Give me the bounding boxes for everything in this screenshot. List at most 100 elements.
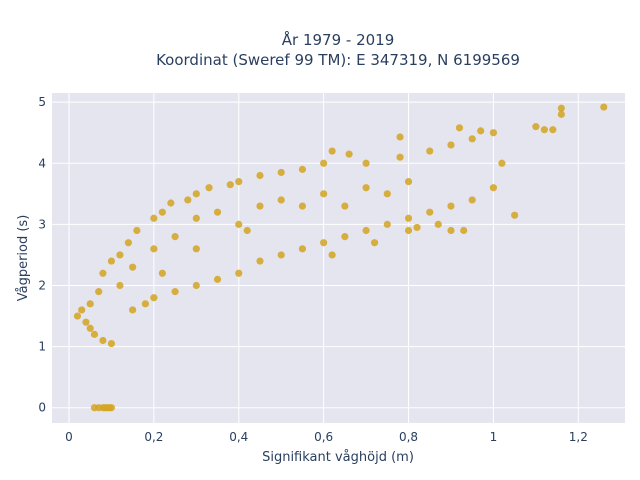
- data-point: [404, 214, 413, 222]
- data-points: [73, 103, 608, 412]
- data-point: [116, 251, 124, 259]
- data-point: [320, 239, 328, 247]
- chart-title-line-1: År 1979 - 2019: [282, 30, 395, 49]
- data-point: [426, 208, 434, 216]
- data-point: [150, 245, 158, 253]
- data-point: [277, 168, 285, 177]
- data-point: [489, 129, 498, 137]
- data-point: [434, 220, 442, 228]
- x-tick-label: 0,4: [229, 430, 248, 444]
- x-tick-label: 0,6: [314, 430, 333, 444]
- data-point: [320, 159, 328, 167]
- data-point: [90, 330, 99, 338]
- data-point: [192, 214, 200, 222]
- data-point: [129, 263, 137, 271]
- data-point: [460, 226, 468, 235]
- data-point: [298, 202, 307, 210]
- data-point: [171, 233, 179, 241]
- data-point: [107, 257, 116, 265]
- y-tick-label: 2: [38, 279, 46, 293]
- data-point: [116, 281, 124, 290]
- data-point: [213, 208, 222, 216]
- data-point: [328, 147, 336, 155]
- data-point: [404, 226, 413, 235]
- x-tick-labels: 0 0,2 0,4 0,6 0,8 1 1,2: [65, 430, 588, 444]
- y-tick-label: 4: [38, 156, 46, 170]
- chart-title-line-2: Koordinat (Sweref 99 TM): E 347319, N 61…: [156, 51, 520, 69]
- data-point: [235, 178, 243, 186]
- x-tick-label: 0,8: [399, 430, 418, 444]
- data-point: [235, 269, 243, 277]
- data-point: [557, 104, 565, 112]
- data-point: [99, 336, 107, 345]
- data-point: [396, 133, 404, 141]
- data-point: [468, 135, 476, 143]
- data-point: [455, 124, 464, 132]
- data-point: [256, 202, 264, 210]
- data-point: [150, 294, 158, 302]
- data-point: [205, 184, 213, 192]
- data-point: [383, 220, 391, 228]
- data-point: [328, 251, 336, 259]
- data-point: [298, 245, 307, 253]
- data-point: [243, 226, 251, 235]
- data-point: [511, 211, 519, 219]
- data-point: [600, 103, 608, 111]
- data-point: [468, 196, 476, 204]
- data-point: [362, 226, 370, 235]
- data-point: [82, 318, 90, 326]
- data-point: [107, 339, 116, 348]
- data-point: [396, 153, 404, 161]
- data-point: [192, 245, 200, 253]
- data-point: [532, 123, 540, 131]
- y-tick-labels: 0 1 2 3 4 5: [38, 95, 46, 415]
- x-tick-label: 1,2: [569, 430, 588, 444]
- y-tick-label: 5: [38, 95, 46, 109]
- data-point: [99, 269, 107, 277]
- data-point: [447, 226, 455, 235]
- data-point: [150, 214, 158, 222]
- data-point: [341, 202, 349, 210]
- data-point: [129, 306, 137, 314]
- y-tick-label: 0: [38, 401, 46, 415]
- data-point: [341, 233, 349, 241]
- data-point: [447, 141, 455, 149]
- grid-lines: [52, 93, 625, 423]
- data-point: [213, 275, 222, 283]
- data-point: [184, 196, 192, 204]
- data-point: [105, 404, 113, 412]
- data-point: [557, 110, 565, 118]
- data-point: [226, 181, 234, 189]
- y-tick-label: 1: [38, 340, 46, 354]
- data-point: [86, 324, 94, 332]
- data-point: [383, 190, 391, 198]
- data-point: [549, 126, 557, 134]
- data-point: [158, 208, 166, 216]
- data-point: [413, 223, 421, 232]
- data-point: [192, 190, 200, 198]
- x-tick-label: 0: [65, 430, 73, 444]
- data-point: [404, 178, 413, 186]
- data-point: [133, 226, 141, 235]
- x-tick-label: 0,2: [144, 430, 163, 444]
- data-point: [167, 199, 175, 207]
- data-point: [320, 190, 328, 198]
- data-point: [277, 196, 285, 204]
- data-point: [158, 269, 166, 277]
- data-point: [498, 159, 506, 167]
- data-point: [171, 288, 179, 296]
- data-point: [477, 127, 485, 135]
- data-point: [345, 150, 353, 158]
- data-point: [192, 281, 200, 290]
- data-point: [141, 300, 149, 308]
- x-tick-label: 1: [490, 430, 498, 444]
- data-point: [447, 202, 455, 210]
- y-tick-label: 3: [38, 217, 46, 231]
- data-point: [362, 159, 370, 167]
- data-point: [95, 288, 103, 296]
- data-point: [362, 184, 370, 192]
- plot-area: [52, 93, 625, 423]
- data-point: [256, 171, 264, 180]
